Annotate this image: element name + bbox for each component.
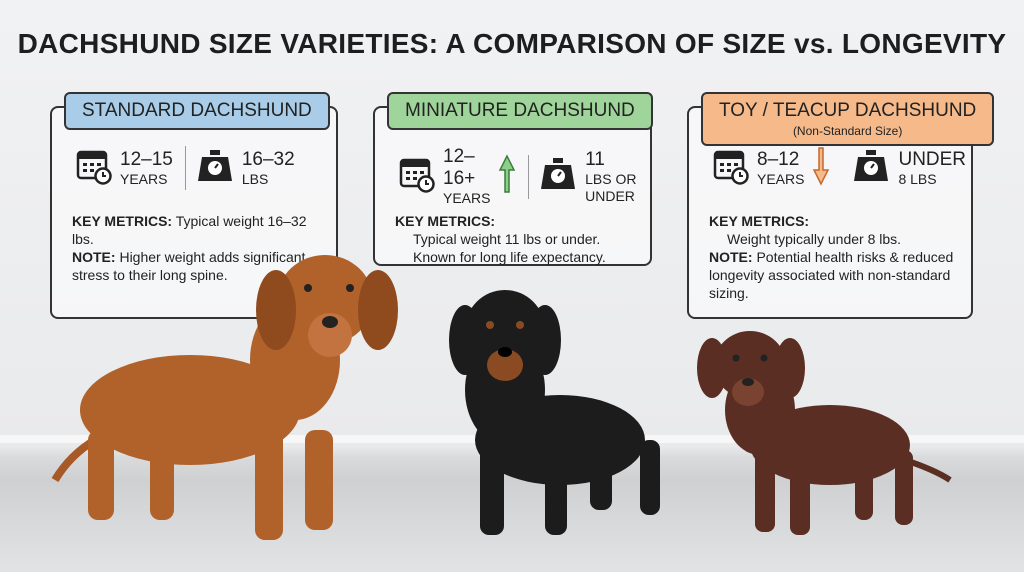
trend-arrow [498,154,516,199]
weight-unit: LBS [241,170,269,187]
weight-unit: LBS OR UNDER [585,170,637,204]
stats-row: 12–16+ YEARS 11 LBS OR UNDER [399,146,638,207]
weight-value: 11 [585,148,605,170]
lifespan-unit: YEARS [443,190,491,206]
lifespan-value: 8–12 [757,149,800,170]
metric-text: Weight typically under 8 lbs. [727,231,902,247]
scale-icon [852,147,890,190]
metric-line: KEY METRICS: [395,212,636,230]
metric-label: NOTE: [72,249,116,265]
scale-icon [539,155,577,198]
card: TOY / TEACUP DACHSHUND (Non-Standard Size… [687,92,995,319]
weight-text: 16–32 LBS [242,149,295,188]
stats-row: 12–15 YEARS 16–32 LBS [76,146,324,190]
miniature-dog [449,290,660,535]
lifespan-value: 12–15 [120,148,173,170]
weight: UNDER 8 LBS [852,147,966,190]
weight-text: 11 LBS OR UNDER [585,149,638,205]
metric-text: Higher weight adds significant stress to… [72,249,306,283]
card-title: STANDARD DACHSHUND [82,100,312,121]
scale-icon [196,147,234,190]
card: STANDARD DACHSHUND 12–15 YEARS 16–32 LBS KEY … [50,92,338,319]
card-heading: STANDARD DACHSHUND [64,92,330,130]
weight-text: UNDER 8 LBS [898,149,966,188]
lifespan: 12–16+ YEARS [399,146,516,207]
weight: 11 LBS OR UNDER [539,149,638,205]
metrics: KEY METRICS: Typical weight 16–32 lbs. NO… [72,212,322,284]
metric-label: KEY METRICS: [709,213,810,229]
page-title: DACHSHUND SIZE VARIETIES: A COMPARISON O… [17,28,1007,59]
card-subtitle: (Non-Standard Size) [792,124,903,138]
metric-text: Known for long life expectancy. [413,249,606,265]
lifespan: 12–15 YEARS [76,147,173,190]
card-title: MINIATURE DACHSHUND [405,100,635,121]
metric-line: Typical weight 11 lbs or under. [395,230,636,248]
weight-unit: 8 LBS [898,171,937,187]
lifespan-value: 12–16+ [443,146,476,189]
metric-line: NOTE: Potential health risks & reduced l… [709,248,957,302]
lifespan-unit: YEARS [120,170,168,187]
divider [528,154,530,199]
calendar-icon [713,147,749,190]
lifespan-text: 8–12 YEARS [757,149,804,188]
metrics: KEY METRICS: Weight typically under 8 lbs… [709,212,957,302]
metrics: KEY METRICS: Typical weight 11 lbs or und… [395,212,636,266]
metric-line: KEY METRICS: Typical weight 16–32 lbs. [72,212,322,248]
card: MINIATURE DACHSHUND 12–16+ YEARS 11 LBS OR U… [373,92,653,266]
metric-line: KEY METRICS: [709,212,957,230]
metric-text: Typical weight 11 lbs or under. [413,231,601,247]
metric-line: Weight typically under 8 lbs. [709,230,957,248]
lifespan-unit: YEARS [757,171,805,187]
metric-line: Known for long life expectancy. [395,248,636,266]
calendar-icon [399,155,435,198]
lifespan-text: 12–15 YEARS [120,149,173,188]
card-title: TOY / TEACUP DACHSHUND [719,100,977,121]
card-heading: TOY / TEACUP DACHSHUND (Non-Standard Size… [701,92,995,146]
metric-text: Potential health risks & reduced longevi… [709,249,954,301]
metric-text: Typical weight 16–32 lbs. [72,213,307,247]
trend-arrow [812,146,830,191]
weight: 16–32 LBS [196,147,295,190]
metric-label: KEY METRICS: [72,213,173,229]
stats-row: 8–12 YEARS UNDER 8 LBS [713,146,966,191]
toy-dog [697,331,952,535]
standard-dog [51,255,398,540]
weight-value: 16–32 [241,148,295,170]
metric-line: NOTE: Higher weight adds significant str… [72,248,322,284]
lifespan-text: 12–16+ YEARS [443,146,490,207]
calendar-icon [76,147,112,190]
divider [184,146,186,190]
card-heading: MINIATURE DACHSHUND [387,92,653,130]
metric-label: KEY METRICS: [395,213,496,229]
metric-label: NOTE: [709,249,753,265]
weight-value: UNDER [898,149,967,170]
lifespan: 8–12 YEARS [713,146,830,191]
